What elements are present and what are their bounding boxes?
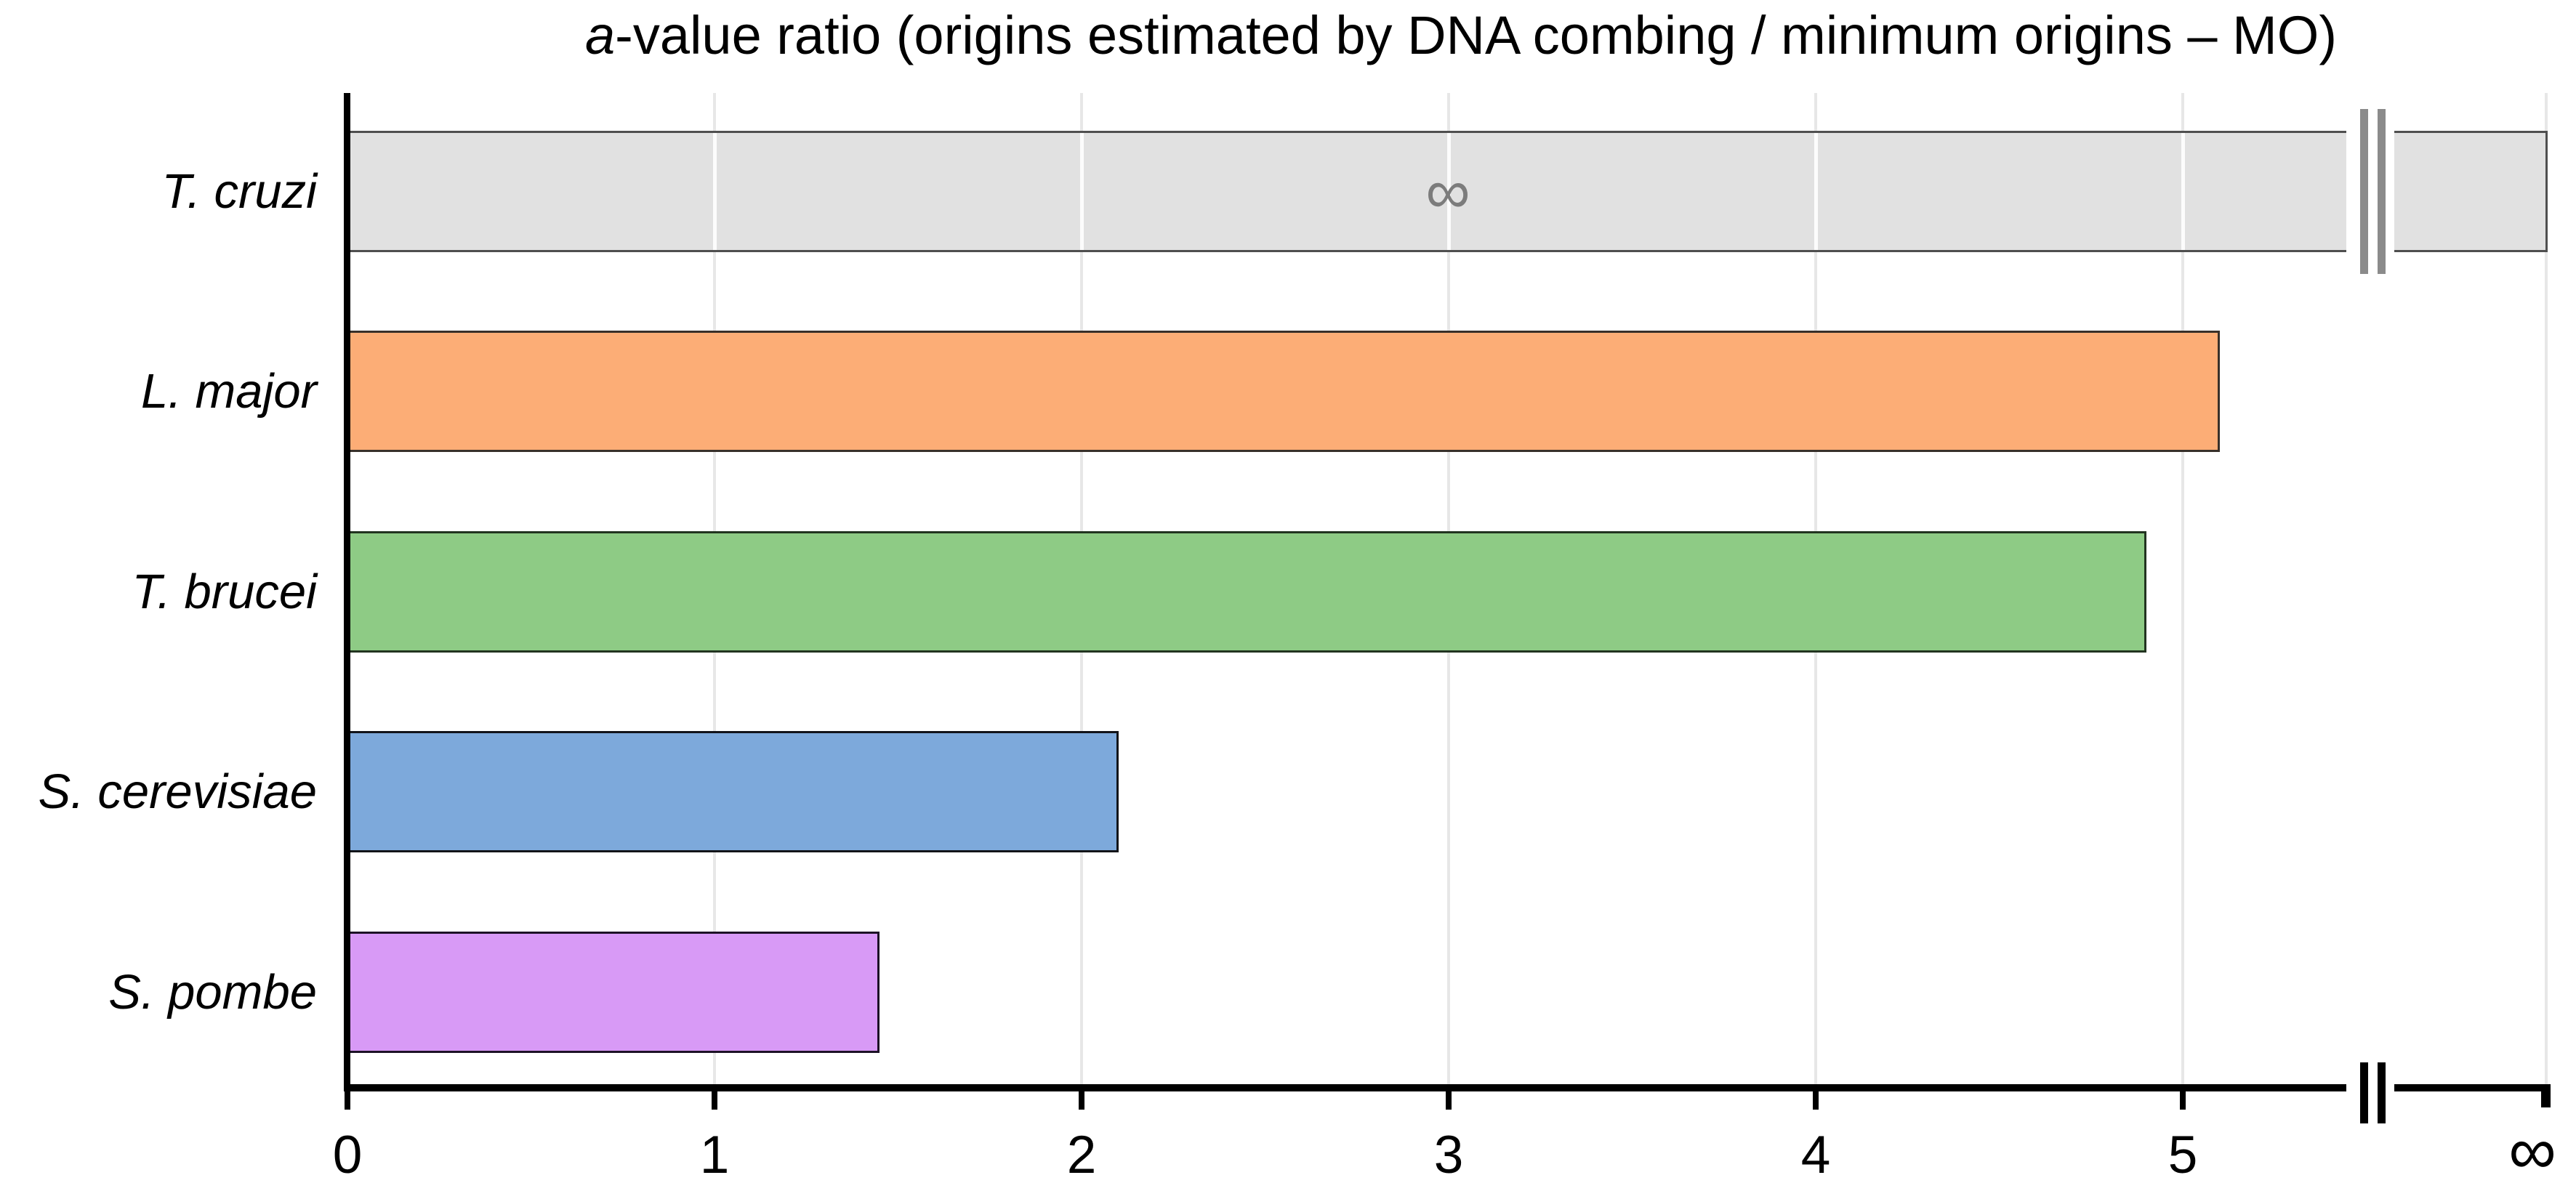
category-label-4: S. pombe <box>108 965 317 1020</box>
x-axis-segment-2 <box>2394 1084 2551 1091</box>
category-label-1: L. major <box>140 364 317 419</box>
bar-3 <box>347 731 1119 852</box>
bar-break-mark-2 <box>2378 109 2386 274</box>
x-tick-label-5: 5 <box>2168 1126 2198 1184</box>
bar-gridline-highlight-x5 <box>2181 133 2185 250</box>
bar-0-segment-2 <box>2394 131 2548 252</box>
bar-2 <box>347 531 2146 653</box>
x-tick-label-3: 3 <box>1433 1126 1464 1184</box>
bar-4 <box>347 932 880 1053</box>
chart-title-rest: -value ratio (origins estimated by DNA c… <box>615 5 2337 65</box>
x-axis-segment-1 <box>344 1084 2346 1091</box>
x-tick-label-infinity: ∞ <box>2508 1114 2556 1188</box>
x-tick-label-4: 4 <box>1800 1126 1831 1184</box>
bar-0-segment-1 <box>347 131 2346 252</box>
x-tick-5 <box>2180 1091 2186 1110</box>
axis-break-mark-1 <box>2360 1062 2368 1123</box>
y-axis-spine <box>344 93 350 1091</box>
category-label-3: S. cerevisiae <box>38 764 317 819</box>
chart-title-italic-a: a <box>585 5 616 65</box>
x-tick-1 <box>712 1091 717 1110</box>
x-tick-0 <box>345 1091 350 1110</box>
x-tick-label-0: 0 <box>332 1126 363 1184</box>
category-label-2: T. brucei <box>132 565 318 619</box>
bar-break-mark-1 <box>2360 109 2368 274</box>
bar-gridline-highlight-x4 <box>1814 133 1818 250</box>
x-tick-4 <box>1813 1091 1819 1110</box>
axis-break-mark-2 <box>2378 1062 2386 1123</box>
x-axis-end-tick <box>2541 1084 2551 1107</box>
category-label-0: T. cruzi <box>161 164 317 219</box>
bar-gridline-highlight-x1 <box>713 133 717 250</box>
gridline-x5 <box>2181 93 2184 1084</box>
x-tick-label-2: 2 <box>1066 1126 1097 1184</box>
bar-gridline-highlight-x2 <box>1080 133 1084 250</box>
x-tick-label-1: 1 <box>699 1126 730 1184</box>
x-tick-2 <box>1079 1091 1084 1110</box>
gridline-x-infinity <box>2545 93 2548 1084</box>
chart-title: a-value ratio (origins estimated by DNA … <box>349 4 2573 66</box>
bar-gridline-highlight-x3 <box>1447 133 1451 250</box>
x-tick-3 <box>1446 1091 1452 1110</box>
infinity-annotation: ∞ <box>1425 157 1470 227</box>
bar-1 <box>347 331 2220 452</box>
